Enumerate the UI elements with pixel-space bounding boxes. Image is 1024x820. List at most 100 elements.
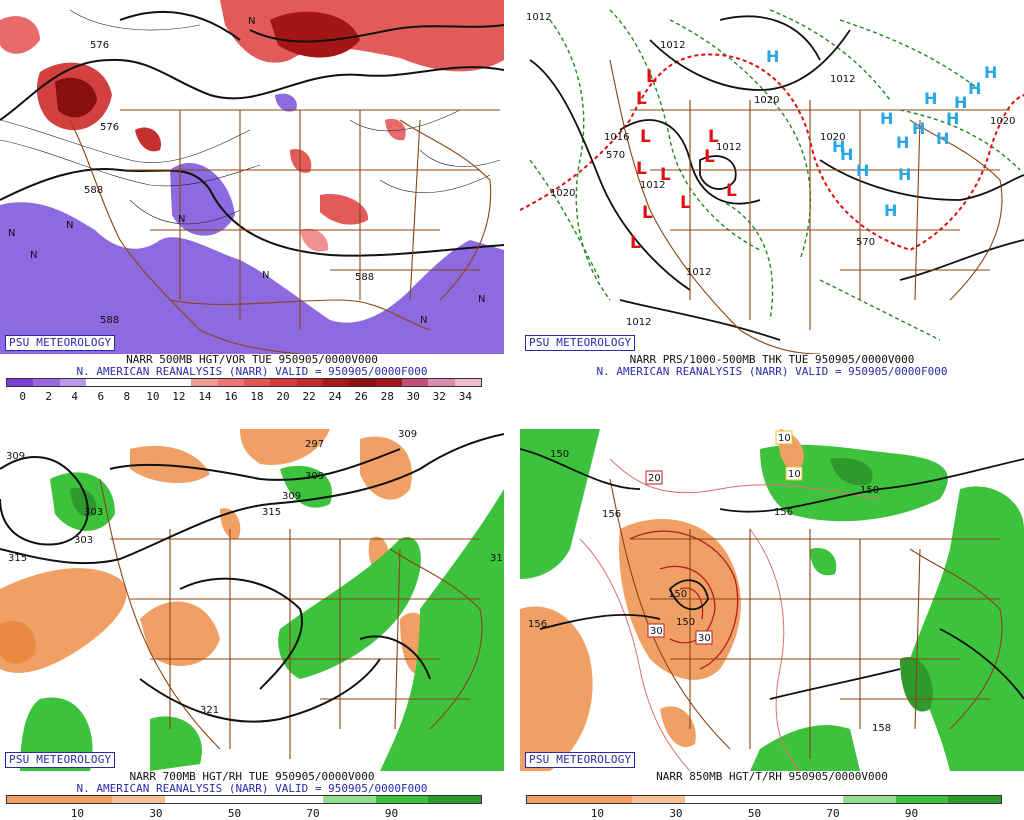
isobar-label: 1012	[830, 74, 855, 85]
isobar-label: 1012	[686, 267, 711, 278]
scale-tick-label: 90	[384, 807, 399, 820]
vort-min-marker: N	[478, 294, 485, 305]
scale-tick-label: 28	[380, 390, 394, 403]
height-contours	[520, 448, 1024, 700]
scale-swatch	[527, 796, 580, 803]
contour-label: 576	[90, 40, 109, 51]
contour-label: 309	[6, 451, 25, 462]
isobar-label: 1020	[820, 132, 845, 143]
scale-tick-label: 70	[826, 807, 840, 820]
isotherm-label: 10	[778, 433, 791, 444]
humidity-color-scale: 10 30 50 70 90	[6, 795, 482, 820]
scale-swatch	[33, 379, 60, 386]
contour-label: 309	[282, 491, 301, 502]
scale-swatch	[454, 379, 481, 386]
scale-swatch	[217, 379, 244, 386]
contour-label: 588	[355, 272, 374, 283]
scale-swatch	[428, 379, 455, 386]
low-center: L	[630, 233, 641, 253]
scale-tick-label: 14	[198, 390, 212, 403]
panel-850mb-temp-humidity: 150 156 150 156 156 150 158 150 20 30 30…	[520, 429, 1024, 820]
low-center: L	[680, 193, 691, 213]
contour-label: 315	[262, 507, 281, 518]
scale-swatch	[59, 796, 113, 803]
low-center: L	[642, 203, 653, 223]
dry-area	[360, 436, 412, 500]
scale-tick-label: 50	[227, 807, 242, 820]
psu-meteorology-badge: PSU METEOROLOGY	[525, 752, 636, 768]
scale-swatch	[737, 796, 791, 803]
neg-vorticity-area	[120, 289, 190, 327]
panel-caption-title: NARR 850MB HGT/T/RH 950905/0000V000	[656, 770, 888, 783]
psu-meteorology-badge: PSU METEOROLOGY	[525, 335, 636, 351]
contour-label: 315	[8, 553, 27, 564]
dry-area	[240, 429, 330, 465]
scale-tick-label: 8	[123, 390, 131, 403]
high-center: H	[946, 109, 959, 128]
scale-swatch	[138, 379, 165, 386]
moist-area	[750, 725, 860, 771]
neg-vorticity-area	[275, 93, 297, 112]
dry-area	[130, 445, 210, 484]
scale-tick-label: 6	[97, 390, 105, 403]
map-pressure-thickness-svg: 1012 1012 1012 1020 1020 1020 1012 1012 …	[520, 9, 1024, 354]
vort-min-marker: N	[248, 16, 255, 27]
dry-area	[140, 601, 220, 666]
moist-area	[150, 716, 202, 771]
scale-swatch	[790, 796, 844, 803]
scale-tick-label: 30	[149, 807, 163, 820]
contour-labels: 309 309 315 297 309 309 303 315 321 31 3…	[6, 429, 503, 716]
isobar-label: 1020	[990, 116, 1015, 127]
high-center: H	[984, 63, 997, 82]
high-center: H	[898, 165, 911, 184]
high-center: H	[896, 133, 909, 152]
thickness-label: 570	[856, 237, 875, 248]
isobar-label: 1012	[640, 180, 665, 191]
humidity-color-bar	[6, 795, 482, 804]
high-center: H	[924, 89, 937, 108]
isobar-label: 1012	[526, 12, 551, 23]
vort-min-marker: N	[66, 220, 73, 231]
scale-swatch	[843, 796, 896, 803]
isotherm-label: 10	[788, 469, 801, 480]
panel-caption-title: NARR 500MB HGT/VOR TUE 950905/0000V000	[126, 353, 378, 366]
geographic-boundaries	[609, 59, 1010, 354]
scale-swatch	[7, 796, 60, 803]
high-center: H	[912, 119, 925, 138]
panel-caption-title: NARR 700MB HGT/RH TUE 950905/0000V000	[129, 770, 375, 783]
contour-label: 158	[872, 723, 891, 734]
moist-area	[830, 458, 873, 486]
scale-swatch	[323, 796, 376, 803]
scale-swatch	[112, 796, 166, 803]
low-center: L	[640, 127, 651, 147]
thickness-5700-contour	[520, 53, 1024, 252]
scale-tick-label: 10	[590, 807, 605, 820]
scale-tick-label: 26	[354, 390, 368, 403]
high-pressure-centers: H H H H H H H H H H H H H H H	[766, 47, 997, 220]
geographic-boundaries	[69, 109, 500, 354]
humidity-scale-ticks: 10 30 50 70 90	[6, 807, 482, 820]
scale-tick-label: 50	[747, 807, 762, 820]
scale-swatch	[85, 379, 113, 386]
panel-caption-valid: N. AMERICAN REANALYSIS (NARR) VALID = 95…	[596, 365, 948, 378]
isobar-label: 1020	[754, 95, 779, 106]
contour-label: 588	[100, 315, 119, 326]
pos-vorticity-area	[55, 77, 97, 118]
vort-min-marker: N	[178, 214, 185, 225]
neg-vorticity-area	[0, 202, 504, 354]
low-center: L	[704, 147, 715, 167]
isotherm-contours-light	[579, 458, 881, 771]
humidity-scale-ticks: 10 30 50 70 90	[526, 807, 1002, 820]
high-center: H	[856, 161, 869, 180]
psu-meteorology-badge: PSU METEOROLOGY	[5, 752, 116, 768]
scale-swatch	[7, 379, 34, 386]
contour-label: 150	[860, 485, 879, 496]
contour-label: 156	[774, 507, 793, 518]
map-500mb-vorticity-svg: 576 588 588 588 576 N N N N N N N N	[0, 0, 504, 354]
humidity-color-scale: 10 30 50 70 90	[526, 795, 1002, 820]
contour-label: 297	[305, 439, 324, 450]
contour-label: 309	[398, 429, 417, 440]
contour-label: 150	[676, 617, 695, 628]
pos-vorticity-area	[290, 149, 312, 173]
panel-caption-valid: N. AMERICAN REANALYSIS (NARR) VALID = 95…	[76, 782, 428, 795]
